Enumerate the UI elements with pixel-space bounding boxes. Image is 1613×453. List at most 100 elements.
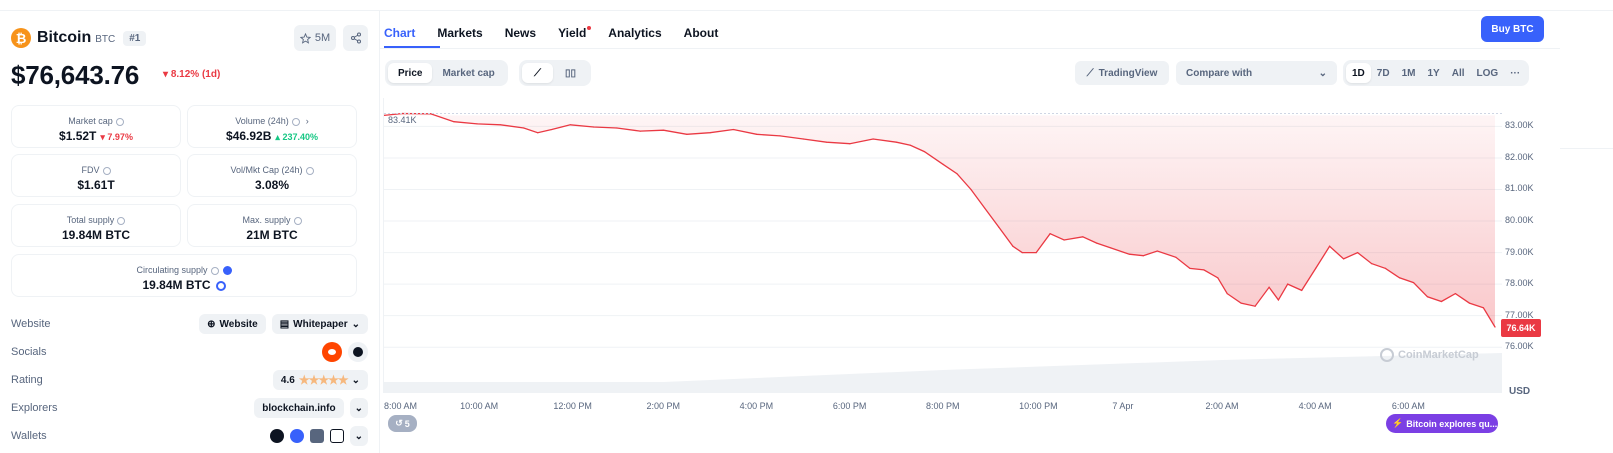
price-point xyxy=(923,151,925,153)
price-area-fill xyxy=(384,113,1495,327)
tab-about[interactable]: About xyxy=(683,26,719,40)
range-selector: 1D 7D 1M 1Y All LOG ··· xyxy=(1343,60,1530,86)
range-7d[interactable]: 7D xyxy=(1376,67,1390,79)
tradingview-label: TradingView xyxy=(1098,67,1158,79)
price-point xyxy=(1175,256,1177,258)
rating-dropdown[interactable]: 4.6 ★★★★★ ⌄ xyxy=(272,370,368,390)
tab-analytics[interactable]: Analytics xyxy=(608,26,662,40)
coin-symbol: BTC xyxy=(95,34,116,45)
price-change-24h: ▾ 8.12% (1d) xyxy=(163,69,220,80)
explorers-label: Explorers xyxy=(11,402,58,414)
tradingview-button[interactable]: ⟋ TradingView xyxy=(1075,61,1169,85)
price-point xyxy=(756,133,758,135)
price-point xyxy=(1226,292,1228,295)
chevron-down-icon: ⌄ xyxy=(354,402,363,414)
range-log[interactable]: LOG xyxy=(1476,67,1499,79)
buy-button[interactable]: Buy BTC xyxy=(1481,16,1544,42)
explorers-row: Explorers blockchain.info ⌄ xyxy=(11,397,368,419)
price-point xyxy=(825,141,828,143)
socials-row: Socials xyxy=(11,341,368,363)
supply-ring-icon xyxy=(215,280,226,291)
wallet-icon[interactable] xyxy=(309,429,324,443)
rating-stars-icon: ★★★★★ xyxy=(298,373,349,387)
explorers-dropdown[interactable]: ⌄ xyxy=(349,398,368,418)
range-all[interactable]: All xyxy=(1451,67,1465,79)
share-button[interactable] xyxy=(343,25,368,51)
info-icon[interactable] xyxy=(117,216,126,225)
website-link-label: Website xyxy=(219,318,258,330)
x-tick-label: 10:00 AM xyxy=(460,401,499,411)
info-icon[interactable] xyxy=(293,216,302,225)
volume-card[interactable]: Volume (24h) › $46.92B ▴ 237.40% xyxy=(187,105,357,148)
wallets-row: Wallets ⌄ xyxy=(11,425,368,447)
price-chart-svg[interactable] xyxy=(384,98,1502,393)
range-1m[interactable]: 1M xyxy=(1401,67,1416,79)
info-icon[interactable] xyxy=(305,166,314,175)
price-point xyxy=(1426,296,1429,298)
price-point xyxy=(662,129,665,131)
x-tick-label: 4:00 AM xyxy=(1298,401,1332,411)
explorer-link[interactable]: blockchain.info xyxy=(254,398,344,418)
price-point xyxy=(1156,250,1158,252)
explore-pill[interactable]: ⚡ Bitcoin explores qu... xyxy=(1386,414,1498,433)
max-supply-value: 21M BTC xyxy=(246,228,298,242)
price-point xyxy=(384,114,385,116)
wallet-icon[interactable] xyxy=(269,429,284,443)
more-options-icon[interactable]: ··· xyxy=(1510,67,1521,79)
tab-chart[interactable]: Chart xyxy=(384,26,416,40)
info-icon[interactable] xyxy=(102,166,111,175)
volume-label: Volume (24h) xyxy=(235,116,289,126)
vol-mkt-cap-card: Vol/Mkt Cap (24h) 3.08% xyxy=(187,154,357,197)
line-chart-icon[interactable]: ⟋ xyxy=(522,63,553,83)
price-point xyxy=(998,226,1000,228)
tab-markets[interactable]: Markets xyxy=(437,26,483,40)
price-point xyxy=(732,128,734,131)
compare-with-select[interactable]: Compare with ⌄ xyxy=(1176,61,1337,85)
price-point xyxy=(1329,245,1331,247)
coin-rank-badge: #1 xyxy=(123,30,147,46)
price-point xyxy=(1277,299,1279,301)
price-point xyxy=(593,126,595,128)
price-point xyxy=(1012,245,1014,247)
top-divider xyxy=(0,10,1613,11)
y-tick-label: 81.00K xyxy=(1505,183,1534,194)
reddit-icon[interactable] xyxy=(322,342,342,362)
bitcoin-logo-icon: ₿ xyxy=(11,28,31,48)
wallets-dropdown[interactable]: ⌄ xyxy=(349,426,368,446)
coin-name: Bitcoin xyxy=(37,29,92,46)
info-icon[interactable] xyxy=(115,117,124,126)
document-icon: ▤ xyxy=(279,318,290,330)
tab-yield[interactable]: Yield xyxy=(558,26,592,48)
lock-icon[interactable] xyxy=(329,429,344,443)
price-point xyxy=(686,133,688,135)
price-toggle[interactable]: Price xyxy=(388,63,433,83)
share-icon xyxy=(350,32,361,44)
total-supply-value: 19.84M BTC xyxy=(61,228,131,242)
price-point xyxy=(872,138,874,140)
whitepaper-dropdown[interactable]: ▤ Whitepaper ⌄ xyxy=(271,314,368,334)
cmc-logo-icon xyxy=(1380,348,1394,362)
tab-news[interactable]: News xyxy=(504,26,537,40)
info-icon[interactable] xyxy=(210,266,219,275)
current-price: $76,643.76 xyxy=(11,60,140,90)
news-events-badge[interactable]: ↺ 5 xyxy=(388,415,417,432)
range-1y[interactable]: 1Y xyxy=(1427,67,1440,79)
marketcap-toggle[interactable]: Market cap xyxy=(442,67,495,79)
current-price-marker: 76.64K xyxy=(1501,319,1541,337)
max-supply-card: Max. supply 21M BTC xyxy=(187,204,357,247)
wallet-icon[interactable] xyxy=(289,429,304,443)
price-point xyxy=(537,132,539,134)
price-change-value: 8.12% (1d) xyxy=(170,69,221,80)
candlestick-icon[interactable]: ▯▯ xyxy=(565,67,577,79)
price-chart[interactable] xyxy=(383,98,1502,393)
website-link[interactable]: ⊕ Website xyxy=(199,314,266,334)
x-tick-label: 8:00 AM xyxy=(384,401,418,411)
watchlist-button[interactable]: 5M xyxy=(294,25,336,51)
info-icon[interactable] xyxy=(291,117,300,126)
price-point xyxy=(942,163,944,165)
chevron-right-icon[interactable]: › xyxy=(305,116,309,126)
total-supply-label: Total supply xyxy=(66,215,115,225)
github-icon[interactable] xyxy=(348,342,368,362)
range-1d[interactable]: 1D xyxy=(1346,63,1371,83)
price-point xyxy=(1110,247,1112,249)
